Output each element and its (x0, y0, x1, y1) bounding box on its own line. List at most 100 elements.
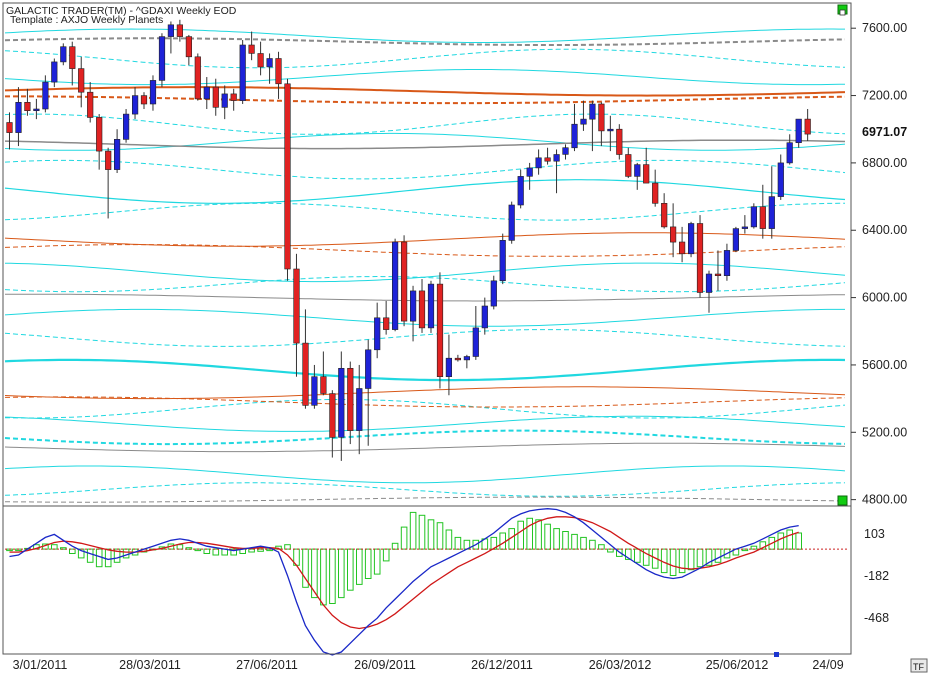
candle-body (696, 223, 704, 293)
candle-body (616, 128, 623, 155)
macd-histogram-bar (535, 519, 542, 550)
candle-body (750, 206, 757, 228)
panel-toggle-icon[interactable] (839, 9, 846, 16)
candle-body (33, 108, 40, 112)
candle-body (248, 44, 255, 54)
candle-body (230, 93, 237, 101)
y-tick-label: 5200.00 (862, 425, 907, 439)
candle-body (123, 113, 130, 140)
candle-body (374, 317, 381, 351)
x-tick-label: 24/09 (812, 658, 843, 672)
template-label: Template : AXJO Weekly Planets (10, 14, 163, 26)
candle-body (777, 162, 784, 197)
candle-body (338, 367, 345, 438)
candle-body (275, 58, 282, 85)
candle-body (705, 273, 713, 293)
candle-body (589, 103, 596, 120)
y-tick-label: 6000.00 (862, 291, 907, 305)
candle-body (687, 223, 695, 255)
x-tick-label: 28/03/2011 (119, 658, 181, 672)
candle-body (678, 241, 686, 255)
x-tick-label: 26/03/2012 (589, 658, 652, 672)
candle-body (714, 273, 722, 277)
macd-histogram-bar (391, 542, 399, 550)
candle-body (239, 44, 246, 101)
candle-body (661, 203, 668, 228)
macd-histogram-bar (795, 532, 803, 550)
candle-body (311, 376, 318, 406)
timeframe-button[interactable] (910, 658, 928, 673)
y-tick-label: 6800.00 (862, 156, 907, 170)
candle-body (795, 118, 802, 143)
macd-histogram-bar (517, 520, 525, 550)
bottom-scroll-marker[interactable] (837, 495, 848, 506)
band-cyan-6 (4, 179, 846, 204)
macd-histogram-bar (553, 528, 560, 550)
candle-body (580, 118, 587, 125)
macd-histogram-bar (714, 548, 722, 563)
band-orange-18 (4, 86, 846, 97)
band-orange-23 (4, 396, 846, 408)
macd-histogram-bar (418, 514, 426, 550)
band-cyan-1 (4, 48, 846, 69)
y-tick-label: 7600.00 (862, 21, 907, 35)
candle-body (78, 68, 85, 93)
candle-body (732, 228, 739, 251)
macd-histogram-bar (95, 548, 103, 568)
candle-body (544, 157, 551, 162)
macd-histogram-bar (687, 548, 695, 571)
x-tick-label: 26/12/2011 (471, 658, 533, 672)
macd-histogram-bar (427, 519, 435, 550)
candle-body (391, 241, 399, 330)
macd-histogram-bar (678, 548, 686, 574)
candle-body (176, 24, 184, 37)
macd-histogram-bar (338, 548, 345, 599)
band-cyan-14 (4, 415, 846, 432)
candle-body (221, 93, 228, 108)
macd-histogram-bar (400, 526, 408, 550)
candle-body (383, 317, 390, 330)
macd-panel-frame (2, 505, 852, 655)
candle-body (203, 86, 210, 100)
candle-body (212, 86, 219, 108)
candle-body (42, 81, 49, 110)
macd-histogram-bar (86, 548, 94, 563)
band-orange-22 (4, 386, 846, 400)
macd-histogram-bar (203, 548, 211, 554)
macd-histogram-bar (526, 517, 534, 550)
macd-marker (774, 652, 779, 657)
candle-body (723, 250, 731, 276)
x-tick-label: 3/01/2011 (13, 658, 68, 672)
band-cyan-17 (4, 482, 846, 497)
macd-histogram-bar (104, 548, 112, 568)
y-tick-label: 4800.00 (862, 493, 907, 507)
band-cyan-15 (4, 429, 846, 446)
candle-body (132, 95, 139, 115)
candle-body (257, 53, 264, 68)
macd-histogram-bar (696, 548, 704, 568)
last-value-label: 6971.07 (862, 125, 907, 139)
candle-body (409, 290, 417, 322)
candle-body (6, 122, 13, 133)
macd-panel: 103 -182 -468 (5, 508, 889, 656)
candle-body (652, 182, 659, 204)
candle-body (517, 176, 524, 206)
macd-histogram-bar (741, 548, 749, 552)
macd-histogram-bar (445, 529, 453, 550)
timeframe-icon[interactable]: TF (913, 662, 924, 672)
macd-histogram-bar (642, 548, 650, 566)
candle-body (804, 118, 811, 135)
candle-body (87, 91, 94, 118)
candle-body (320, 376, 327, 394)
candle-body (535, 157, 542, 169)
band-cyan-9 (4, 275, 846, 293)
candle-body (669, 226, 677, 243)
macd-histogram-bar (777, 532, 785, 550)
macd-histogram-bar (320, 548, 327, 606)
candle-body (114, 139, 121, 170)
macd-histogram-bar (311, 548, 318, 599)
macd-histogram-bar (284, 544, 291, 550)
candlestick-series (6, 19, 811, 461)
candle-body (329, 393, 336, 438)
